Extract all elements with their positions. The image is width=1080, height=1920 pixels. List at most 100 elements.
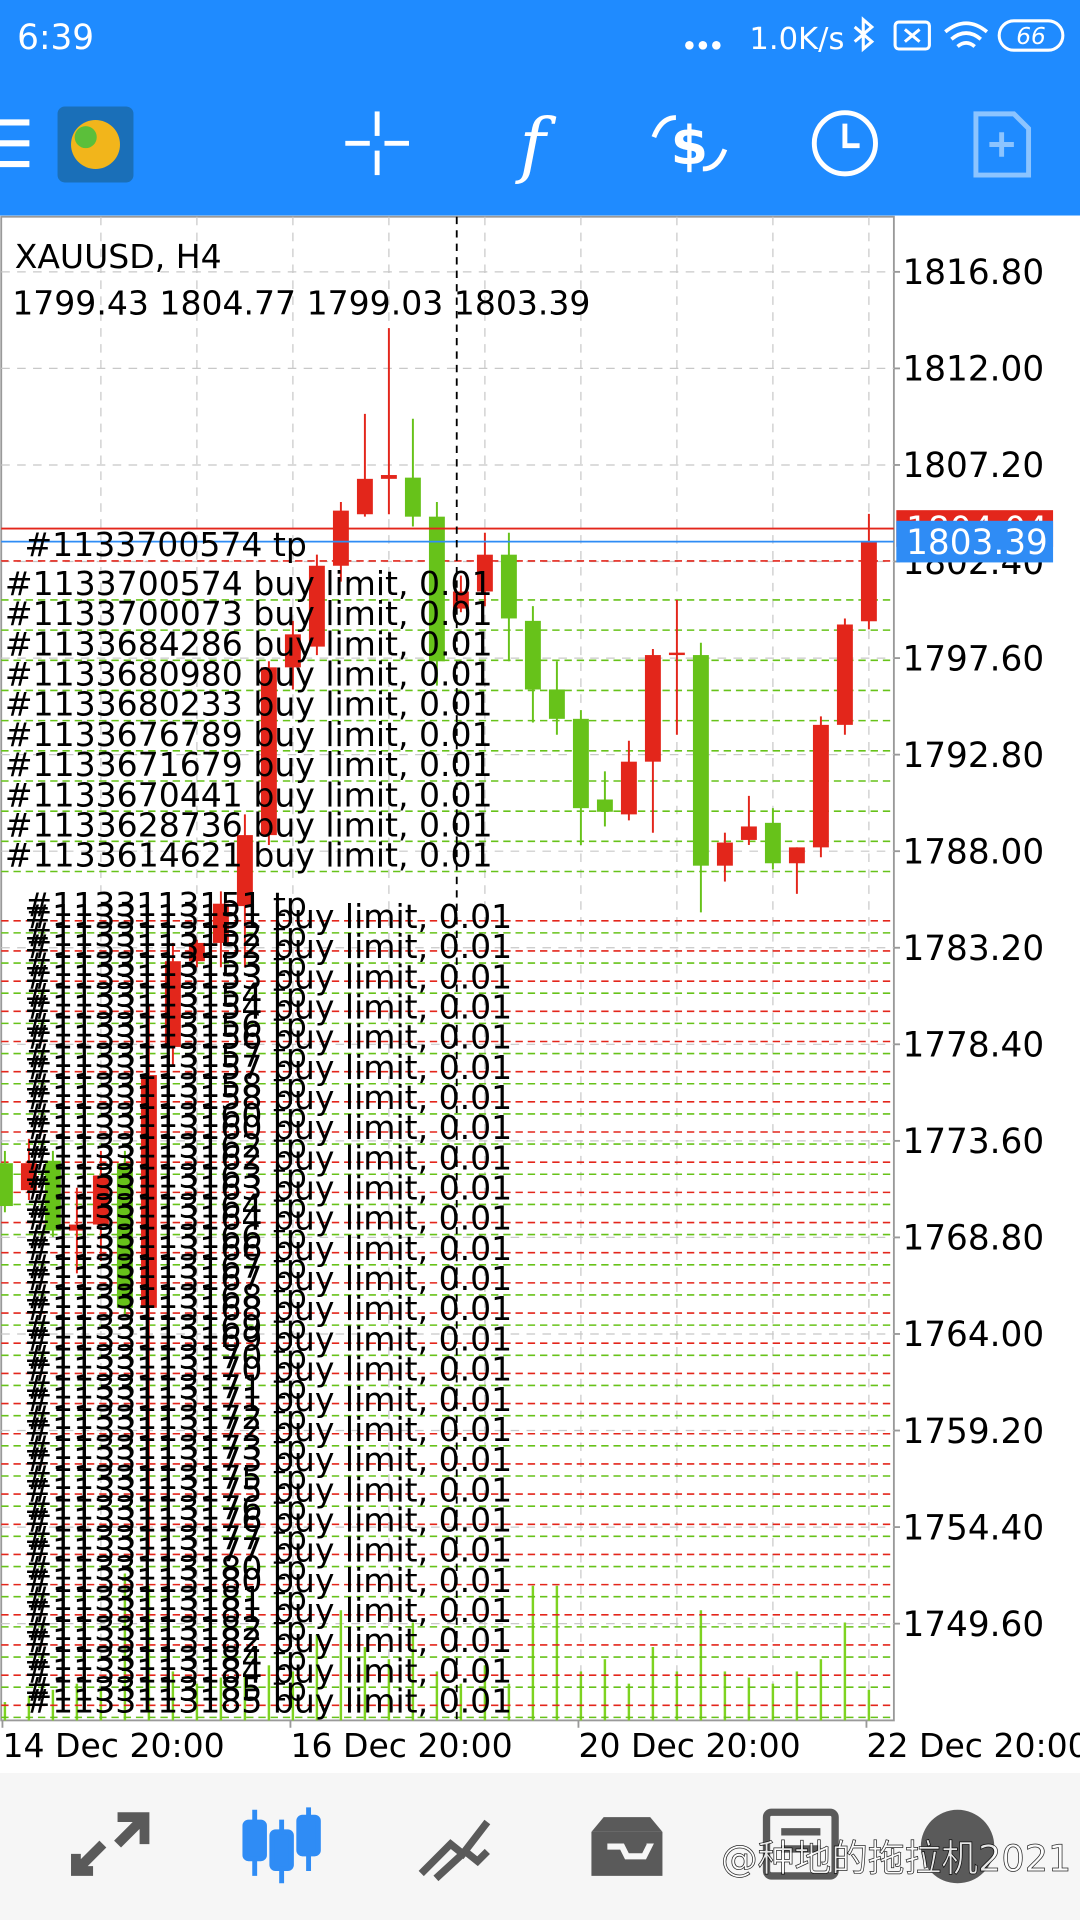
candle-body [764,822,781,864]
order-label: #1133113151 tp [24,885,306,924]
x-tick-label: 22 Dec 20:00 [866,1726,1080,1765]
order-label: #1133113185 tp [24,1669,306,1708]
crosshair-icon[interactable] [345,111,409,176]
y-tick-label: 1759.20 [902,1412,1044,1452]
chart-layer [0,216,894,1721]
order-label: #1133113168 buy limit, 0.01 [24,1289,512,1328]
candle-body [596,799,613,812]
candle-body [572,718,589,809]
candle-body [380,475,397,479]
battery-icon [997,19,1065,52]
order-label: #1133113162 buy limit, 0.01 [24,1138,512,1177]
candle-body [548,689,565,719]
order-label: #1133113176 tp [24,1488,306,1527]
order-label: #1133113177 buy limit, 0.01 [24,1531,512,1570]
order-label: #1133113182 buy limit, 0.01 [24,1621,512,1660]
order-label: #1133113172 tp [24,1398,306,1437]
menu-icon[interactable] [0,119,30,168]
candle-body [308,565,325,647]
order-label: #1133614621 buy limit, 0.01 [5,836,493,875]
svg-text:$: $ [671,114,708,177]
order-label: #1133113184 tp [24,1639,306,1678]
order-label: #1133680233 buy limit, 0.01 [5,685,493,724]
wifi-icon [944,21,989,48]
order-label: #1133113184 buy limit, 0.01 [24,1651,512,1690]
order-label: #1133113163 buy limit, 0.01 [24,1169,512,1208]
order-label: #1133113156 buy limit, 0.01 [24,1018,512,1057]
order-label: #1133113167 buy limit, 0.01 [24,1259,512,1298]
y-tick-label: 1812.00 [902,350,1044,390]
candle-body [92,1175,109,1225]
order-label: #1133113162 tp [24,1126,306,1165]
order-label: #1133113153 tp [24,945,306,984]
sim-icon [893,20,931,51]
candle-body [716,842,733,866]
status-speed: 1.0K/s [749,22,844,57]
app-icon-mark [74,126,97,149]
status-time: 6:39 [17,18,94,58]
nav-news[interactable] [762,1808,839,1880]
nav-chart[interactable] [242,1807,321,1884]
y-tick-label: 1773.60 [902,1122,1044,1162]
order-label: #1133113171 tp [24,1368,306,1407]
order-labels: #1133700574 tp#1133700574 buy limit, 0.0… [5,525,512,1720]
candle-body [0,1163,13,1207]
nav-settings[interactable] [920,1809,995,1884]
candle-body [668,652,685,656]
candle-body [692,655,709,866]
order-label: #1133113157 buy limit, 0.01 [24,1048,512,1087]
y-tick-label: 1778.40 [902,1026,1044,1066]
bluetooth-icon [853,16,875,53]
order-label: #1133113167 tp [24,1247,306,1286]
battery-level: 66 [1016,23,1046,50]
top-bar [0,0,1080,216]
order-label: #1133113177 tp [24,1519,306,1558]
order-label: #1133113181 buy limit, 0.01 [24,1591,512,1630]
order-label: #1133680980 buy limit, 0.01 [5,655,493,694]
order-label: #1133113158 buy limit, 0.01 [24,1078,512,1117]
order-label: #1133113176 buy limit, 0.01 [24,1500,512,1539]
candle-body [20,1163,37,1191]
candle-body [404,477,421,517]
x-tick-label: 14 Dec 20:00 [2,1726,224,1765]
order-label: #1133700073 buy limit, 0.01 [5,594,493,633]
order-label: #1133113185 buy limit, 0.01 [24,1681,512,1720]
nav-history[interactable] [591,1817,663,1876]
order-label: #1133671679 buy limit, 0.01 [5,745,493,784]
order-label: #1133113151 buy limit, 0.01 [24,897,512,936]
y-tick-label: 1783.20 [902,929,1044,969]
order-label: #1133113175 buy limit, 0.01 [24,1470,512,1509]
history-icon[interactable] [811,110,878,177]
order-label: #1133113166 buy limit, 0.01 [24,1229,512,1268]
order-label: #1133113181 tp [24,1579,306,1618]
candle-body [68,1224,85,1231]
x-tick-label: 20 Dec 20:00 [578,1726,800,1765]
candle-body [740,826,757,840]
status-dots [685,41,721,50]
sim-x [903,28,921,43]
order-label: #1133628736 buy limit, 0.01 [5,805,493,844]
nav-quotes[interactable] [71,1812,150,1876]
trade-icon[interactable]: $ [651,114,728,177]
bottom-nav [0,1773,1080,1920]
order-label: #1133113153 buy limit, 0.01 [24,957,512,996]
order-label: #1133113166 tp [24,1217,306,1256]
order-label: #1133113175 tp [24,1458,306,1497]
order-label: #1133113160 tp [24,1096,306,1135]
ohlc-low: 1799.03 [307,284,444,323]
candle-body [788,847,805,864]
symbol-label: XAUUSD, H4 [15,237,222,276]
y-tick-label: 1816.80 [902,253,1044,293]
y-tick-label: 1797.60 [902,639,1044,679]
chart-area [0,215,895,1722]
order-label: #1133113158 tp [24,1066,306,1105]
order-label: #1133113164 tp [24,1187,306,1226]
ohlc-high: 1804.77 [159,284,296,323]
new-order-icon[interactable] [973,111,1032,178]
candle-body [356,478,373,515]
y-tick-label: 1768.80 [902,1219,1044,1259]
order-label: #1133113173 buy limit, 0.01 [24,1440,512,1479]
nav-trade[interactable] [418,1819,491,1882]
order-label: #1133113154 buy limit, 0.01 [24,987,512,1026]
